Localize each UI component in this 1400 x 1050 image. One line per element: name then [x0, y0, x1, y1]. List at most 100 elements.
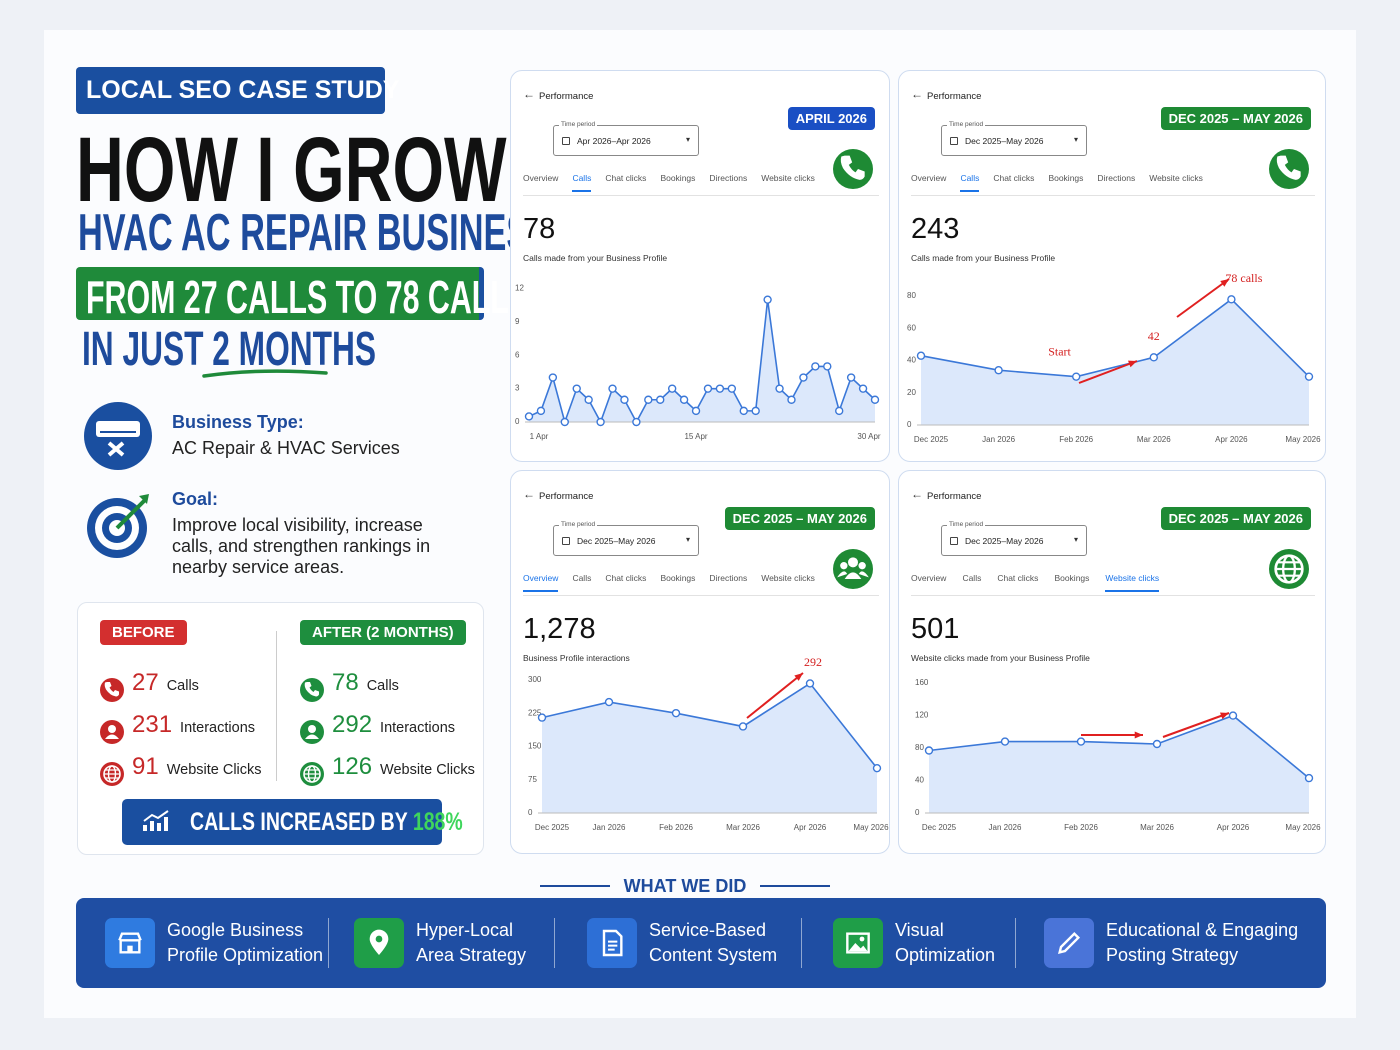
point	[811, 362, 820, 371]
result-value: 188%	[412, 808, 463, 836]
tab[interactable]: Calls	[572, 573, 592, 583]
data-label: 78 calls	[1225, 271, 1262, 285]
tab[interactable]: Directions	[1097, 173, 1136, 183]
tab[interactable]: Bookings	[1048, 173, 1084, 183]
icon-part	[100, 678, 124, 702]
point	[870, 395, 880, 404]
tab[interactable]: Calls	[960, 173, 980, 192]
tab[interactable]: Bookings	[660, 573, 696, 583]
period-label: Time period	[947, 121, 986, 128]
icon	[1269, 549, 1309, 589]
stat-row: 126 Website Clicks	[300, 753, 475, 795]
tab[interactable]: Website clicks	[1149, 173, 1203, 183]
tab[interactable]: Website clicks	[761, 573, 815, 583]
footer-line: Posting Strategy	[1106, 945, 1239, 965]
tab[interactable]: Directions	[709, 573, 748, 583]
point	[604, 697, 614, 707]
point	[679, 395, 689, 404]
point	[537, 713, 547, 722]
y-tick-label: 160	[915, 678, 929, 687]
x-tick-label: Mar 2026	[1137, 435, 1171, 444]
x-tick-label: May 2026	[853, 823, 889, 832]
point	[823, 362, 832, 371]
tab[interactable]: Chat clicks	[605, 573, 647, 583]
x-tick-label: Feb 2026	[1064, 823, 1098, 832]
caption: Calls made from your Business Profile	[911, 253, 1056, 263]
calendar-icon	[562, 137, 570, 145]
icon-part	[837, 571, 869, 579]
tab[interactable]: Directions	[709, 173, 748, 183]
tab[interactable]: Bookings	[660, 173, 696, 183]
icon	[300, 720, 324, 744]
back-arrow: ←	[523, 87, 535, 101]
x-tick-label: Apr 2026	[1215, 435, 1248, 444]
stat-row: 78 Calls	[300, 669, 475, 711]
chart: 0 3 6 9 12 1 Apr 15 Apr 30 Apr	[515, 284, 881, 441]
x-tick-label: Apr 2026	[794, 823, 827, 832]
point	[846, 373, 856, 382]
tab[interactable]: Website clicks	[761, 173, 815, 183]
icon-part	[104, 769, 120, 779]
footer-text: Service-Based Content System	[649, 918, 777, 968]
back-arrow: ←	[911, 487, 923, 501]
area	[929, 715, 1309, 813]
point	[805, 679, 815, 688]
point	[1000, 737, 1010, 746]
footer-icon	[354, 918, 404, 968]
tab[interactable]: Calls	[962, 573, 982, 583]
point	[1076, 737, 1086, 746]
tab[interactable]: Bookings	[1054, 573, 1090, 583]
line	[928, 714, 1310, 779]
footer-line: Area Strategy	[416, 945, 527, 965]
subtitle: HVAC AC REPAIR BUSINESS	[78, 204, 553, 262]
rule	[540, 885, 610, 887]
point	[751, 406, 760, 416]
y-tick-label: 0	[915, 808, 920, 817]
icon	[118, 932, 142, 954]
calendar-icon	[950, 537, 958, 545]
stat-unit: Website Clicks	[166, 762, 262, 778]
tab[interactable]: Overview	[911, 173, 947, 183]
stat-value: 126	[332, 753, 373, 780]
tab[interactable]: Chat clicks	[997, 573, 1039, 583]
footer-item: Google Business Profile Optimization	[105, 918, 323, 968]
area	[542, 683, 877, 813]
stat-row: 27 Calls	[100, 669, 262, 711]
badge: DEC 2025 – MAY 2026	[1160, 507, 1311, 530]
period-value: Dec 2025–May 2026	[965, 136, 1044, 146]
highlight: FROM 27 CALLS TO 78 CALLS	[86, 271, 530, 323]
footer-line: Optimization	[895, 945, 996, 965]
icon-part	[304, 682, 319, 697]
point	[1227, 295, 1236, 304]
y-tick-label: 80	[907, 291, 916, 300]
tab[interactable]: Chat clicks	[993, 173, 1035, 183]
total: 78	[523, 213, 556, 245]
icon-part	[846, 932, 870, 954]
point	[715, 384, 725, 393]
caret: ▾	[1073, 135, 1078, 144]
period-label: Time period	[947, 521, 986, 528]
tab[interactable]: Chat clicks	[605, 173, 647, 183]
tab[interactable]: Overview	[523, 173, 559, 183]
stat-row: 231 Interactions	[100, 711, 262, 753]
icon-part	[1275, 561, 1303, 577]
period-select: Time period Dec 2025–May 2026 ▾	[941, 521, 1087, 556]
y-tick-label: 20	[907, 388, 916, 397]
business-text: AC Repair & HVAC Services	[172, 438, 400, 458]
y-tick-label: 40	[915, 776, 924, 785]
point	[572, 384, 581, 393]
tab[interactable]: Overview	[911, 573, 947, 583]
icon-part	[833, 549, 873, 589]
arrow-head	[1220, 712, 1229, 720]
performance-panel: ← Performance Time period Apr 2026–Apr 2026…	[510, 70, 890, 462]
icon	[300, 678, 324, 702]
y-tick-label: 3	[515, 384, 520, 393]
tab[interactable]: Website clicks	[1105, 573, 1160, 592]
tab[interactable]: Calls	[572, 173, 592, 192]
area	[921, 299, 1309, 425]
tab[interactable]: Overview	[523, 573, 559, 592]
y-tick-label: 40	[907, 356, 916, 365]
business-icon	[84, 402, 152, 470]
caption: Website clicks made from your Business P…	[911, 653, 1090, 663]
icon-part	[127, 945, 133, 953]
